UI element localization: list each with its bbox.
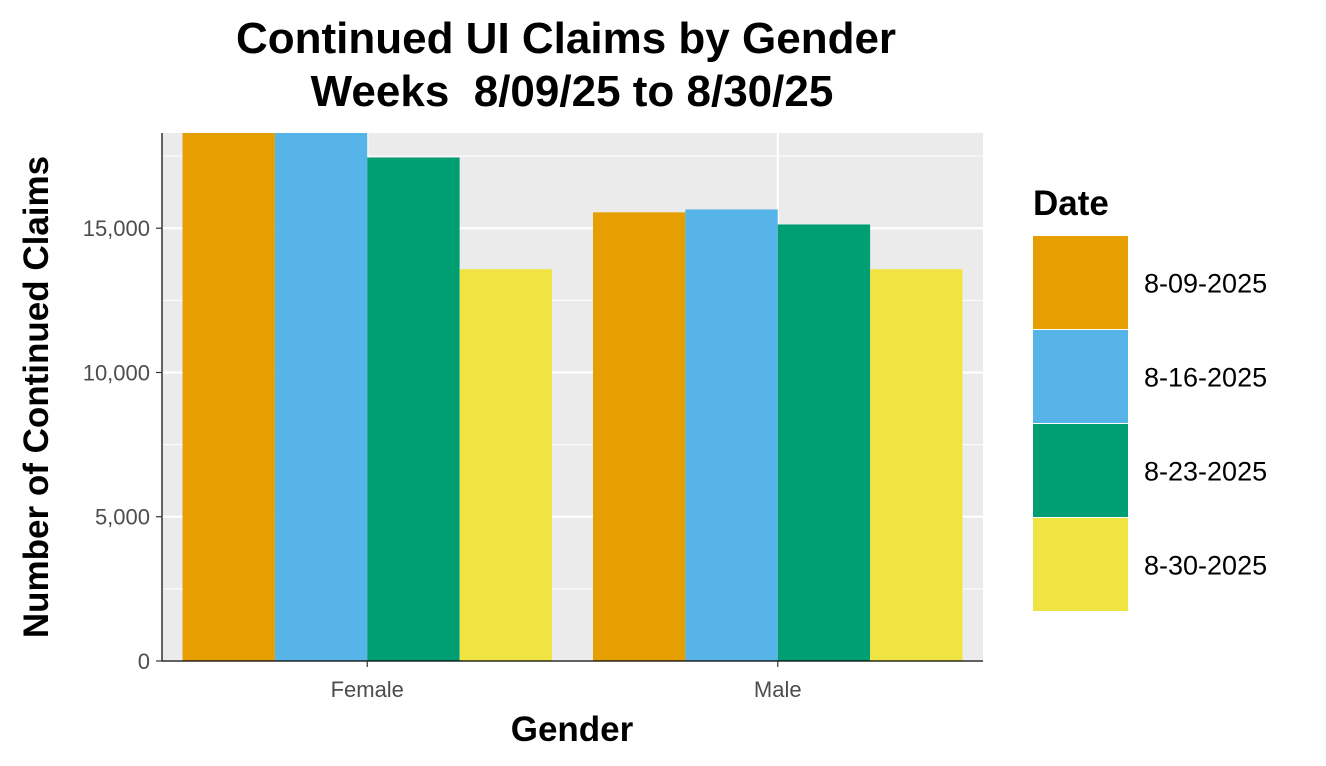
bar [870, 269, 963, 661]
chart-subtitle: Weeks 8/09/25 to 8/30/25 [311, 67, 834, 116]
bar [593, 212, 686, 661]
bar [182, 133, 275, 661]
legend-label: 8-16-2025 [1144, 363, 1267, 393]
x-axis-title: Gender [511, 710, 634, 749]
x-tick-label: Male [754, 677, 802, 702]
bar [459, 269, 552, 661]
y-axis-title: Number of Continued Claims [17, 156, 56, 638]
y-tick-label: 0 [138, 649, 150, 674]
legend-key [1033, 424, 1128, 517]
y-tick-label: 5,000 [95, 505, 150, 530]
bar [777, 224, 871, 662]
legend-label: 8-23-2025 [1144, 457, 1267, 487]
legend-title: Date [1033, 184, 1109, 223]
bar [274, 133, 368, 661]
y-tick-label: 10,000 [83, 360, 150, 385]
bar [367, 157, 460, 661]
x-axis-ticks: Female Male [331, 661, 802, 702]
legend-key [1033, 236, 1128, 329]
chart-title: Continued UI Claims by Gender [236, 14, 896, 63]
legend-label: 8-30-2025 [1144, 551, 1267, 581]
x-tick-label: Female [331, 677, 404, 702]
bar [685, 209, 778, 661]
y-axis-ticks: 0 5,000 10,000 15,000 [83, 216, 162, 674]
legend-key [1033, 330, 1128, 423]
bars [182, 133, 963, 662]
y-tick-label: 15,000 [83, 216, 150, 241]
legend-key [1033, 518, 1128, 611]
legend-label: 8-09-2025 [1144, 269, 1267, 299]
legend: 8-09-2025 8-16-2025 8-23-2025 8-30-2025 [1033, 236, 1267, 611]
